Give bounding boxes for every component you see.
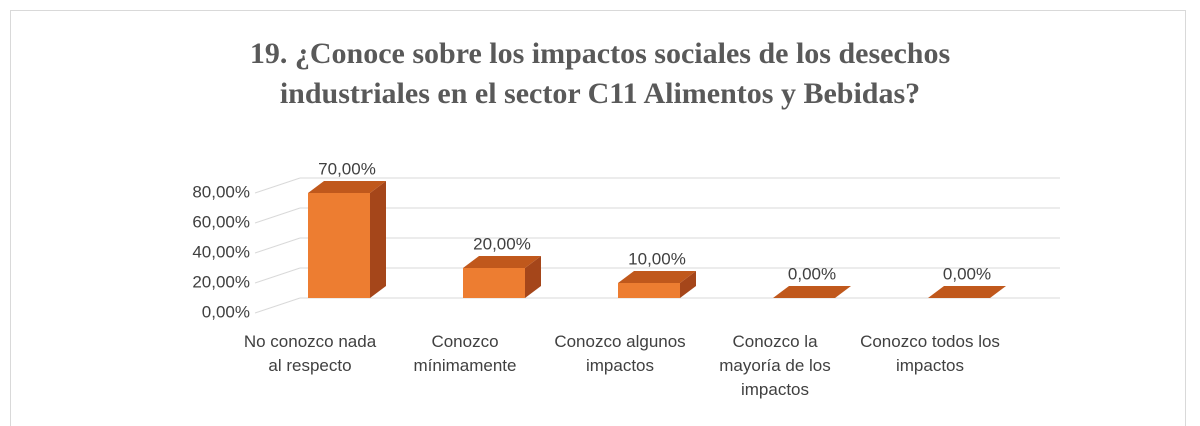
bar-front xyxy=(618,283,680,298)
bar-top xyxy=(463,256,541,268)
bar-side xyxy=(680,271,696,298)
bar xyxy=(618,271,696,298)
chart-frame xyxy=(10,10,1186,426)
grid-line xyxy=(254,207,301,224)
grid-line xyxy=(254,267,301,284)
y-tick-label: 40,00% xyxy=(192,242,250,261)
grid-line xyxy=(254,237,301,254)
grid-line xyxy=(254,177,301,194)
data-label: 70,00% xyxy=(318,159,376,178)
bar xyxy=(928,286,1006,298)
bar-top xyxy=(618,271,696,283)
data-label: 0,00% xyxy=(943,264,991,283)
bar-side xyxy=(525,256,541,298)
y-tick-label: 80,00% xyxy=(192,182,250,201)
bar-side xyxy=(370,181,386,298)
bar-front xyxy=(463,268,525,298)
grid-line xyxy=(254,297,301,314)
bar-top xyxy=(308,181,386,193)
bar xyxy=(463,256,541,298)
x-tick-label: Conozco la mayoría de los impactos xyxy=(719,332,831,399)
bar-top xyxy=(928,286,1006,298)
bar xyxy=(773,286,851,298)
data-label: 10,00% xyxy=(628,249,686,268)
x-tick-label: Conozco algunos impactos xyxy=(554,332,686,375)
y-tick-label: 0,00% xyxy=(202,302,250,321)
bar-top xyxy=(773,286,851,298)
bar xyxy=(308,181,386,298)
x-tick-label: Conozco mínimamente xyxy=(413,332,517,375)
x-tick-label: Conozco todos los impactos xyxy=(860,332,1000,375)
data-label: 0,00% xyxy=(788,264,836,283)
chart-title: 19. ¿Conoce sobre los impactos sociales … xyxy=(249,37,951,110)
y-tick-label: 60,00% xyxy=(192,212,250,231)
data-label: 20,00% xyxy=(473,234,531,253)
y-tick-label: 20,00% xyxy=(192,272,250,291)
x-tick-label: No conozco nada al respecto xyxy=(243,332,377,375)
bar-front xyxy=(308,193,370,298)
